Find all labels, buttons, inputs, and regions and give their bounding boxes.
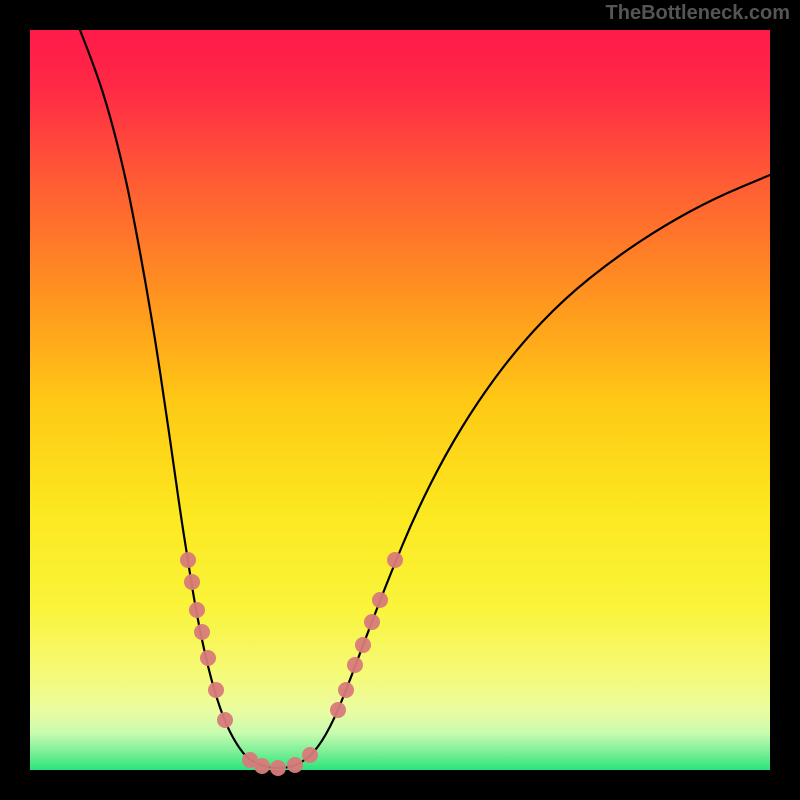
- watermark-text: TheBottleneck.com: [606, 2, 790, 25]
- chart-container: TheBottleneck.com: [0, 0, 800, 800]
- bottleneck-chart: [0, 0, 800, 800]
